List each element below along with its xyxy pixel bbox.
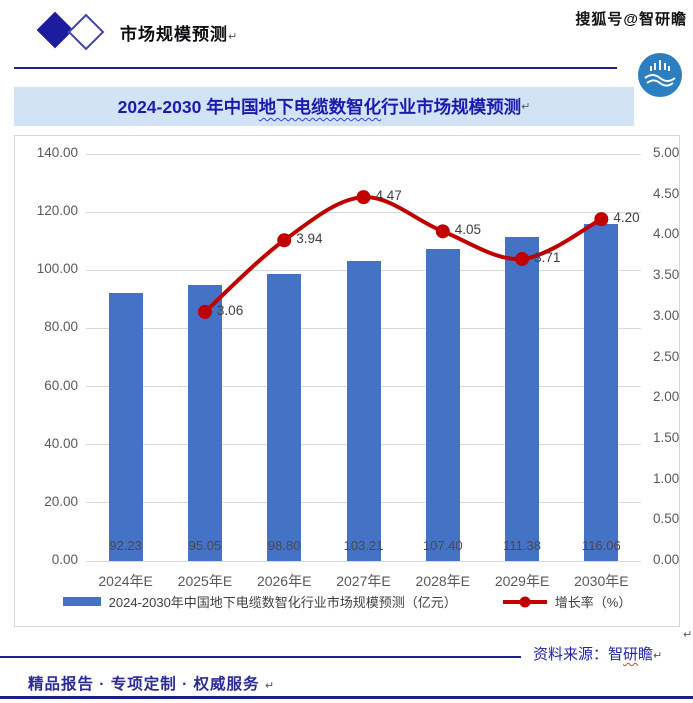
line-marker — [435, 224, 450, 239]
bar-series-label: 2024-2030年中国地下电缆数智化行业市场规模预测（亿元） — [108, 595, 457, 610]
bar-value-label: 95.05 — [188, 538, 222, 553]
section-label-text: 市场规模预测 — [120, 25, 228, 44]
right-axis-tick: 0.00 — [653, 552, 680, 567]
right-axis-tick: 3.50 — [653, 267, 680, 283]
legend-item-market-size: 2024-2030年中国地下电缆数智化行业市场规模预测（亿元） — [62, 592, 457, 611]
watermark-text: 搜狐号@智研瞻 — [575, 11, 687, 28]
line-value-label: 3.06 — [216, 302, 244, 318]
bar-value-label: 107.40 — [422, 538, 463, 553]
bar — [505, 237, 540, 561]
chart-title-suffix: 行业市场规模预测 — [381, 97, 522, 117]
source-divider — [0, 656, 521, 658]
left-axis-tick: 20.00 — [44, 493, 78, 509]
right-axis-tick: 1.00 — [653, 470, 680, 486]
paragraph-return-icon: ↵ — [683, 629, 693, 641]
x-axis-label: 2029年E — [494, 573, 550, 589]
left-axis-tick: 0.00 — [51, 552, 78, 567]
line-value-label: 3.71 — [534, 250, 561, 265]
line-value-label: 4.47 — [375, 188, 402, 204]
line-series-label: 增长率（%） — [554, 595, 632, 610]
left-axis-tick: 120.00 — [36, 203, 78, 219]
left-axis-tick: 140.00 — [36, 145, 78, 160]
bar-series-swatch — [62, 597, 101, 606]
right-axis-tick: 4.50 — [653, 185, 680, 201]
line-series-swatch — [502, 596, 547, 607]
bar — [108, 292, 143, 561]
bar-value-label: 92.23 — [109, 538, 142, 553]
x-axis-label: 2030年E — [574, 573, 629, 589]
footer-divider — [0, 696, 693, 699]
section-label: 市场规模预测↵ — [120, 20, 238, 45]
paragraph-return-icon: ↵ — [653, 650, 663, 662]
footer-slogan-text: 精品报告 · 专项定制 · 权威服务 — [28, 676, 260, 693]
right-axis-tick: 4.00 — [653, 226, 680, 242]
right-axis-tick: 3.00 — [653, 307, 680, 323]
bar — [187, 284, 222, 561]
right-axis-tick: 0.50 — [653, 511, 680, 527]
source-suffix: 瞻 — [638, 646, 654, 663]
chart-title-underlined: 地下电缆数智化 — [258, 97, 382, 117]
bar-value-label: 111.38 — [503, 538, 541, 553]
gridline — [86, 211, 641, 213]
right-axis-tick: 5.00 — [653, 145, 680, 160]
left-axis-tick: 100.00 — [36, 261, 78, 277]
header-divider — [14, 67, 617, 69]
line-value-label: 4.05 — [454, 222, 482, 238]
right-axis-tick: 2.00 — [653, 389, 680, 405]
paragraph-return-icon: ↵ — [521, 101, 531, 113]
gridline — [86, 560, 641, 562]
x-axis-label: 2028年E — [415, 573, 471, 589]
bar — [346, 260, 381, 561]
chart-title-prefix: 2024-2030 年中国 — [117, 97, 259, 117]
line-marker — [277, 233, 292, 248]
left-axis-tick: 40.00 — [44, 435, 78, 451]
chart-area: 2024-2030年中国地下电缆数智化行业市场规模预测（亿元） 增长率（%） 0… — [14, 135, 680, 627]
source-label: 资料来源：智研瞻↵ — [533, 643, 662, 664]
line-value-label: 4.20 — [613, 210, 640, 226]
bar — [267, 273, 302, 561]
paragraph-return-icon: ↵ — [228, 31, 239, 43]
line-series-dot — [519, 596, 531, 607]
left-axis-tick: 80.00 — [44, 319, 78, 335]
company-logo-icon — [638, 53, 682, 97]
bar — [425, 248, 460, 561]
gridline — [86, 153, 641, 155]
legend-item-growth-rate: 增长率（%） — [502, 592, 632, 611]
bar-value-label: 98.80 — [267, 538, 301, 553]
x-axis-label: 2027年E — [336, 573, 391, 589]
bar-value-label: 103.21 — [343, 538, 384, 553]
x-axis-label: 2026年E — [256, 573, 312, 589]
right-axis-tick: 1.50 — [653, 429, 680, 445]
chart-legend: 2024-2030年中国地下电缆数智化行业市场规模预测（亿元） 增长率（%） — [15, 592, 679, 611]
bar-value-label: 116.06 — [581, 538, 621, 553]
x-axis-label: 2024年E — [98, 573, 153, 589]
diamond-outline-icon — [67, 13, 105, 51]
x-axis-label: 2025年E — [177, 573, 233, 589]
left-axis-tick: 60.00 — [44, 377, 78, 393]
right-axis-tick: 2.50 — [653, 348, 680, 364]
source-wavy-char: 研 — [623, 646, 639, 663]
source-prefix: 资料来源：智 — [533, 646, 624, 663]
line-value-label: 3.94 — [296, 231, 323, 247]
footer-slogan: 精品报告 · 专项定制 · 权威服务 ↵ — [28, 672, 275, 694]
paragraph-return-icon: ↵ — [264, 680, 276, 692]
bar — [584, 223, 619, 561]
line-marker — [356, 190, 371, 205]
chart-title: 2024-2030 年中国 地下电缆数智化 行业市场规模预测 ↵ — [14, 87, 634, 126]
